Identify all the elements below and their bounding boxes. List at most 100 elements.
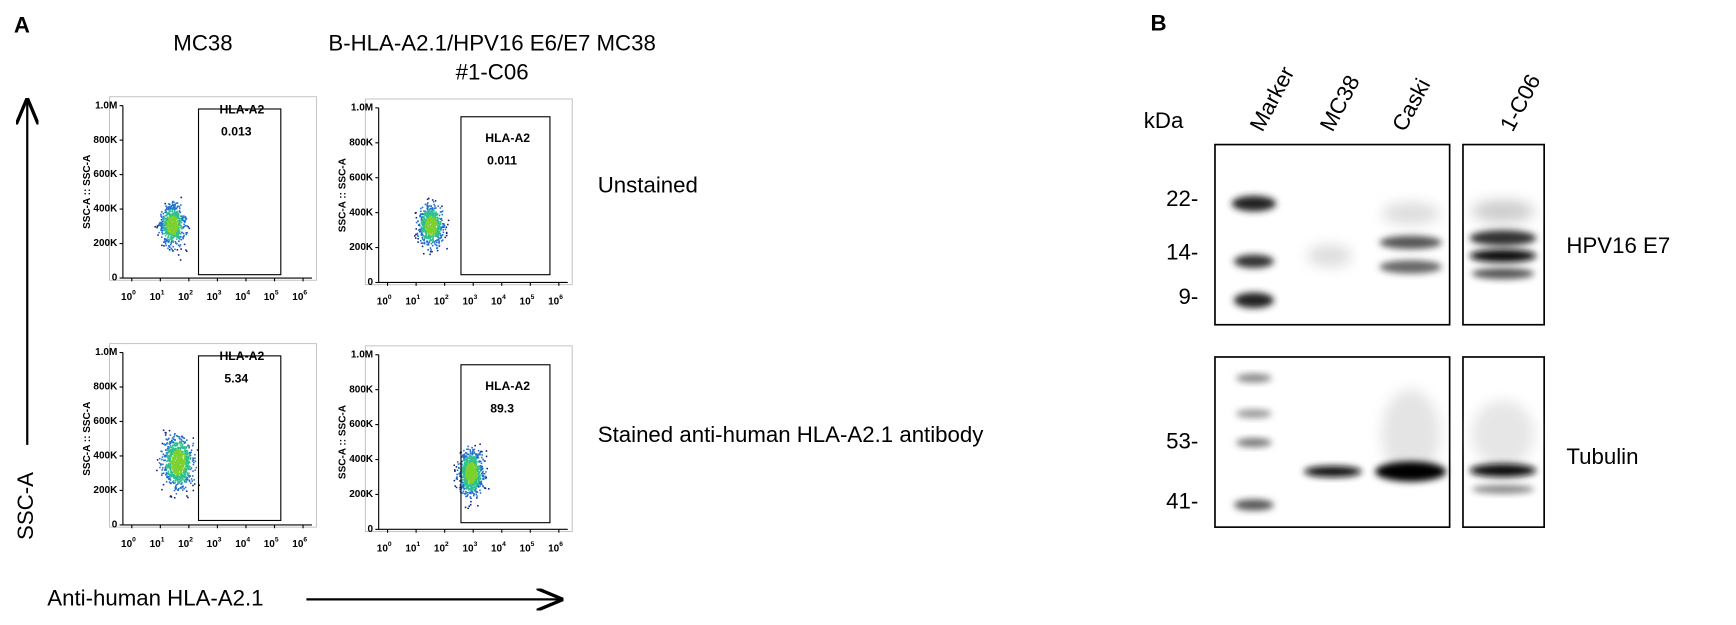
x-tick-base: 10 <box>121 292 133 303</box>
x-tick-exp: 3 <box>474 541 478 548</box>
lane-label: Caski <box>1387 74 1435 135</box>
x-tick-base: 10 <box>150 538 162 549</box>
x-tick-label: 105 <box>264 289 279 302</box>
x-tick-label: 101 <box>150 289 165 302</box>
axis-title: SSC-A <box>13 472 38 540</box>
x-tick-exp: 4 <box>502 541 506 548</box>
gate <box>197 355 282 522</box>
gate-name: HLA-A2 <box>485 131 530 145</box>
gate <box>197 108 282 276</box>
y-tick-label: 0 <box>368 524 374 535</box>
x-tick-label: 100 <box>377 294 392 307</box>
x-tick-exp: 5 <box>531 294 535 301</box>
x-tick-label: 105 <box>520 541 535 554</box>
x-tick-exp: 2 <box>445 541 449 548</box>
plot-frame <box>364 98 573 286</box>
x-tick-label: 106 <box>292 289 307 302</box>
y-tick-label: 800K <box>349 137 374 148</box>
x-tick-label: 101 <box>405 541 420 554</box>
mw-marker: 9- <box>1179 284 1199 309</box>
x-tick-base: 10 <box>264 292 276 303</box>
x-tick-label: 102 <box>178 289 193 302</box>
gate-value: 0.011 <box>487 153 517 167</box>
x-tick-label: 100 <box>377 541 392 554</box>
x-tick-base: 10 <box>207 538 219 549</box>
x-tick-label: 105 <box>520 294 535 307</box>
x-tick-base: 10 <box>292 538 304 549</box>
x-tick-base: 10 <box>207 292 219 303</box>
x-tick-exp: 4 <box>502 294 506 301</box>
plot-frame <box>109 343 317 528</box>
y-tick-label: 1.0M <box>351 349 373 360</box>
x-tick-exp: 2 <box>445 294 449 301</box>
y-tick-label: 400K <box>349 454 374 465</box>
blot-bottom-right <box>1462 356 1545 528</box>
y-tick-label: 600K <box>349 172 374 183</box>
x-tick-label: 103 <box>207 536 222 549</box>
blot-label: Tubulin <box>1566 444 1638 469</box>
x-tick-exp: 1 <box>416 294 420 301</box>
x-tick-base: 10 <box>548 296 560 307</box>
x-tick-base: 10 <box>520 296 532 307</box>
x-tick-label: 104 <box>235 536 250 549</box>
column-header: MC38 <box>173 30 232 55</box>
y-tick-label: 400K <box>349 207 374 218</box>
x-tick-exp: 2 <box>189 289 193 296</box>
y-tick-label: 600K <box>93 416 118 427</box>
plot-frame <box>364 345 573 533</box>
x-tick-exp: 5 <box>531 541 535 548</box>
x-tick-exp: 0 <box>388 541 392 548</box>
x-tick-base: 10 <box>178 292 190 303</box>
x-tick-exp: 5 <box>275 536 279 543</box>
x-tick-exp: 0 <box>388 294 392 301</box>
x-tick-exp: 5 <box>275 289 279 296</box>
x-tick-base: 10 <box>264 538 276 549</box>
x-tick-exp: 3 <box>218 289 222 296</box>
gate-name: HLA-A2 <box>485 379 530 393</box>
x-tick-base: 10 <box>235 292 247 303</box>
x-tick-label: 106 <box>548 541 563 554</box>
y-tick-label: 800K <box>93 382 118 393</box>
x-tick-base: 10 <box>292 292 304 303</box>
y-tick-label: 1.0M <box>351 103 373 114</box>
x-tick-exp: 6 <box>303 289 307 296</box>
y-tick-label: 1.0M <box>95 100 117 111</box>
plot-frame <box>109 96 317 281</box>
x-tick-exp: 2 <box>189 536 193 543</box>
x-tick-label: 104 <box>491 541 506 554</box>
y-tick-label: 600K <box>93 169 118 180</box>
mw-marker: 22- <box>1166 186 1198 211</box>
x-tick-label: 104 <box>491 294 506 307</box>
x-tick-label: 102 <box>434 294 449 307</box>
x-tick-label: 105 <box>264 536 279 549</box>
flow-y-title: SSC-A :: SSC-A <box>82 155 93 229</box>
x-tick-exp: 6 <box>303 536 307 543</box>
x-tick-base: 10 <box>520 543 532 554</box>
x-tick-base: 10 <box>462 296 474 307</box>
x-tick-base: 10 <box>462 543 474 554</box>
y-tick-label: 1.0M <box>95 347 117 358</box>
y-tick-label: 400K <box>93 451 118 462</box>
x-tick-base: 10 <box>405 296 417 307</box>
x-tick-base: 10 <box>235 538 247 549</box>
gate-value: 0.013 <box>221 125 252 139</box>
y-tick-label: 600K <box>349 419 374 430</box>
blot-bottom-left <box>1214 356 1451 528</box>
x-tick-base: 10 <box>150 292 162 303</box>
y-tick-label: 200K <box>349 489 374 500</box>
gate <box>460 364 551 524</box>
x-tick-label: 102 <box>178 536 193 549</box>
y-tick-label: 200K <box>93 485 118 496</box>
x-tick-exp: 6 <box>559 541 563 548</box>
column-header: B-HLA-A2.1/HPV16 E6/E7 MC38 <box>328 30 656 55</box>
x-tick-exp: 4 <box>246 536 250 543</box>
x-tick-label: 100 <box>121 289 136 302</box>
x-tick-label: 100 <box>121 536 136 549</box>
axis-title: Anti-human HLA-A2.1 <box>47 585 263 610</box>
x-tick-base: 10 <box>491 296 503 307</box>
mw-marker: 53- <box>1166 428 1198 453</box>
